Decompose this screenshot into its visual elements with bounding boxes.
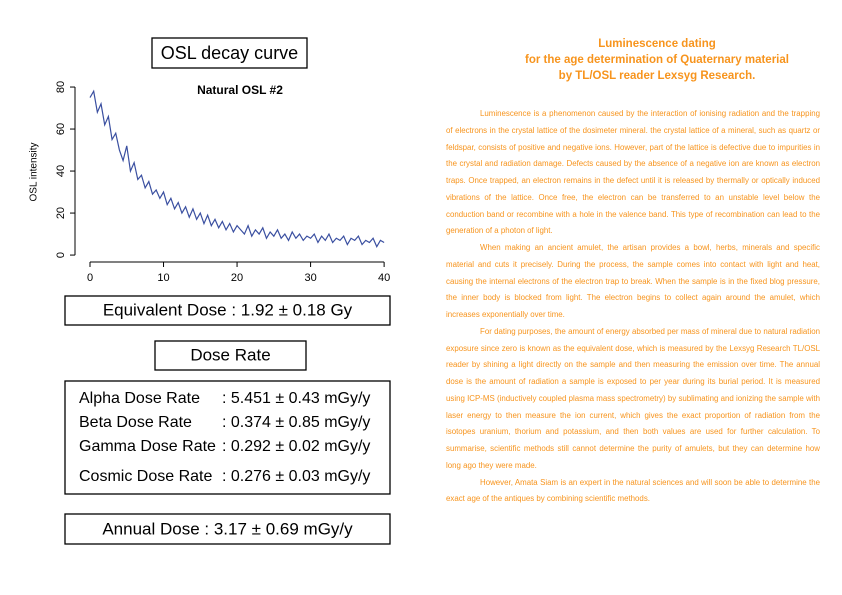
x-tick-label: 30	[304, 272, 316, 284]
rate-value: : 0.276 ± 0.03 mGy/y	[222, 468, 370, 485]
y-tick-label: 20	[55, 207, 67, 219]
decay-curve	[89, 89, 385, 248]
y-tick-label: 60	[55, 123, 67, 135]
y-tick-label: 0	[55, 252, 67, 258]
article-title: Luminescence dating for the age determina…	[494, 36, 820, 84]
rate-label: Gamma Dose Rate	[79, 438, 216, 455]
rate-label: Cosmic Dose Rate	[79, 468, 212, 485]
paragraph: For dating purposes, the amount of energ…	[446, 326, 820, 470]
y-tick-label: 40	[55, 165, 67, 177]
dose-rate-title: Dose Rate	[190, 345, 270, 364]
title-line: Luminescence dating	[598, 38, 716, 50]
article: Luminescence dating for the age determina…	[446, 36, 820, 508]
paragraph: When making an ancient amulet, the artis…	[446, 243, 820, 319]
x-tick-label: 40	[378, 272, 390, 284]
box	[64, 380, 391, 495]
article-body: Luminescence is a phenomenon caused by t…	[446, 106, 820, 508]
paragraph: However, Amata Siam is an expert in the …	[446, 477, 820, 504]
box	[151, 37, 308, 69]
title-line: by TL/OSL reader Lexsyg Research.	[558, 70, 756, 82]
box	[154, 340, 307, 371]
box	[64, 513, 391, 545]
rate-value: : 5.451 ± 0.43 mGy/y	[222, 390, 370, 407]
y-tick-label: 80	[55, 81, 67, 93]
title-line: for the age determination of Quaternary …	[525, 54, 789, 66]
y-axis-label: OSL intensity	[29, 142, 40, 201]
rate-label: Alpha Dose Rate	[79, 390, 200, 407]
osl-title: OSL decay curve	[161, 43, 298, 63]
rate-value: : 0.292 ± 0.02 mGy/y	[222, 438, 370, 455]
chart-title: Natural OSL #2	[197, 83, 283, 97]
dose-rate-table: Alpha Dose Rate : 5.451 ± 0.43 mGy/y Beta …	[79, 390, 370, 485]
annual-dose: Annual Dose : 3.17 ± 0.69 mGy/y	[102, 519, 353, 538]
box	[64, 295, 391, 326]
equivalent-dose: Equivalent Dose : 1.92 ± 0.18 Gy	[103, 300, 353, 319]
x-tick-label: 0	[87, 272, 93, 284]
rate-label: Beta Dose Rate	[79, 414, 192, 431]
rate-value: : 0.374 ± 0.85 mGy/y	[222, 414, 370, 431]
paragraph: Luminescence is a phenomenon caused by t…	[446, 109, 820, 236]
x-tick-label: 10	[157, 272, 169, 284]
x-tick-label: 20	[231, 272, 243, 284]
